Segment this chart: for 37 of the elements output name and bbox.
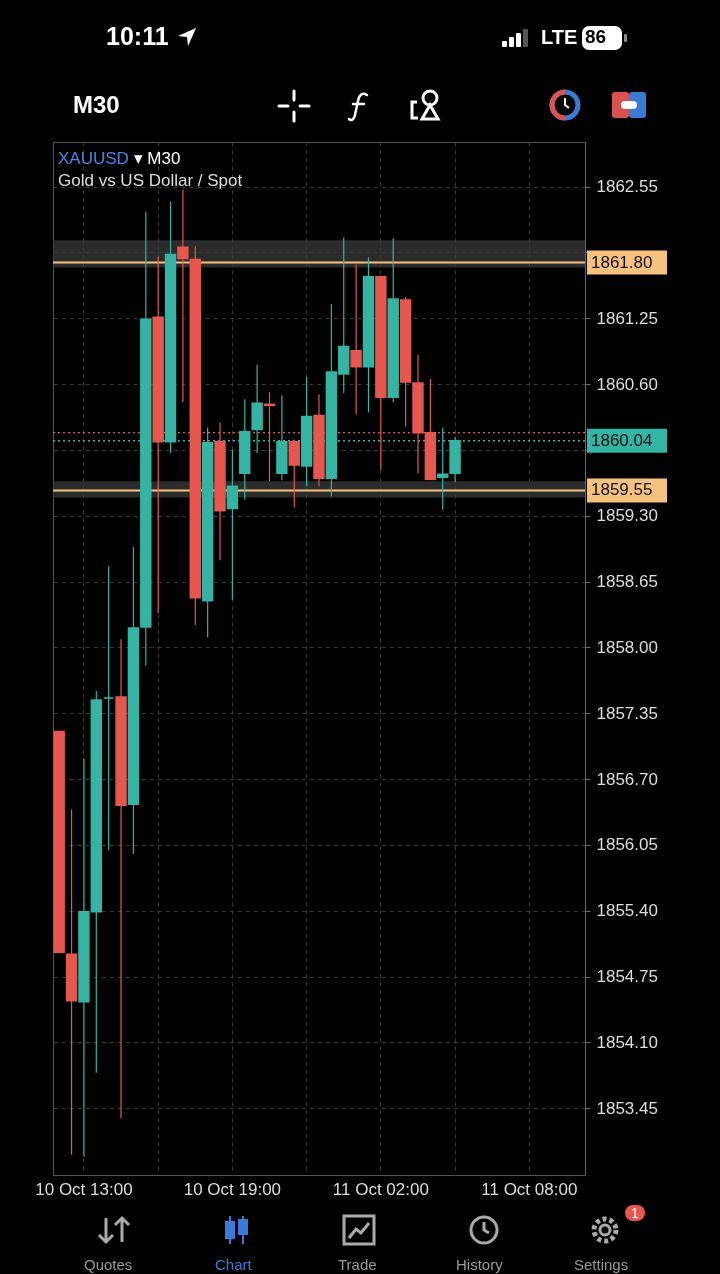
candlestick xyxy=(350,263,362,416)
text: Settings xyxy=(574,1256,629,1273)
y-tick-label: 1861.25 xyxy=(596,308,658,328)
y-tick-label: 1858.00 xyxy=(596,637,658,657)
candlestick xyxy=(102,565,115,851)
y-tick-label: 1855.40 xyxy=(596,901,658,921)
candlestick xyxy=(177,189,189,403)
x-tick-label: 10 Oct 19:00 xyxy=(183,1179,282,1199)
y-tick-label: 1857.35 xyxy=(596,703,658,723)
y-tick-label: 1858.65 xyxy=(596,572,658,592)
text: Quotes xyxy=(84,1256,133,1273)
ref-line-label: 1860.04 xyxy=(591,430,653,450)
text: History xyxy=(456,1256,503,1273)
text: Gold vs US Dollar / Spot xyxy=(58,171,243,191)
text: M30 xyxy=(73,91,120,119)
y-tick-label: 1854.75 xyxy=(596,967,658,986)
text: LTE xyxy=(541,26,578,49)
ref-line-label: 1861.80 xyxy=(591,252,653,272)
y-tick-label: 1856.70 xyxy=(596,769,658,789)
text: 1 xyxy=(625,1205,645,1221)
x-tick-label: 10 Oct 13:00 xyxy=(35,1179,133,1199)
x-tick-label: 11 Oct 02:00 xyxy=(332,1179,429,1199)
x-tick-label: 11 Oct 08:00 xyxy=(481,1179,578,1199)
y-tick-label: 1854.10 xyxy=(596,1032,658,1052)
candlestick xyxy=(226,449,239,601)
text: 86 xyxy=(585,26,607,48)
y-tick-label: 1860.60 xyxy=(596,374,658,394)
ref-line-label: 1859.55 xyxy=(591,480,653,500)
candlestick xyxy=(288,439,300,509)
text: Trade xyxy=(338,1256,377,1273)
chart-title: XAUUSD ▾ M30 xyxy=(58,149,181,168)
y-tick-label: 1856.05 xyxy=(596,835,658,855)
y-tick-label: 1853.45 xyxy=(596,1098,658,1118)
y-tick-label: 1862.55 xyxy=(596,177,658,197)
y-tick-label: 1859.30 xyxy=(596,506,658,526)
text: 10:11 xyxy=(106,22,169,51)
text: Chart xyxy=(215,1256,252,1273)
